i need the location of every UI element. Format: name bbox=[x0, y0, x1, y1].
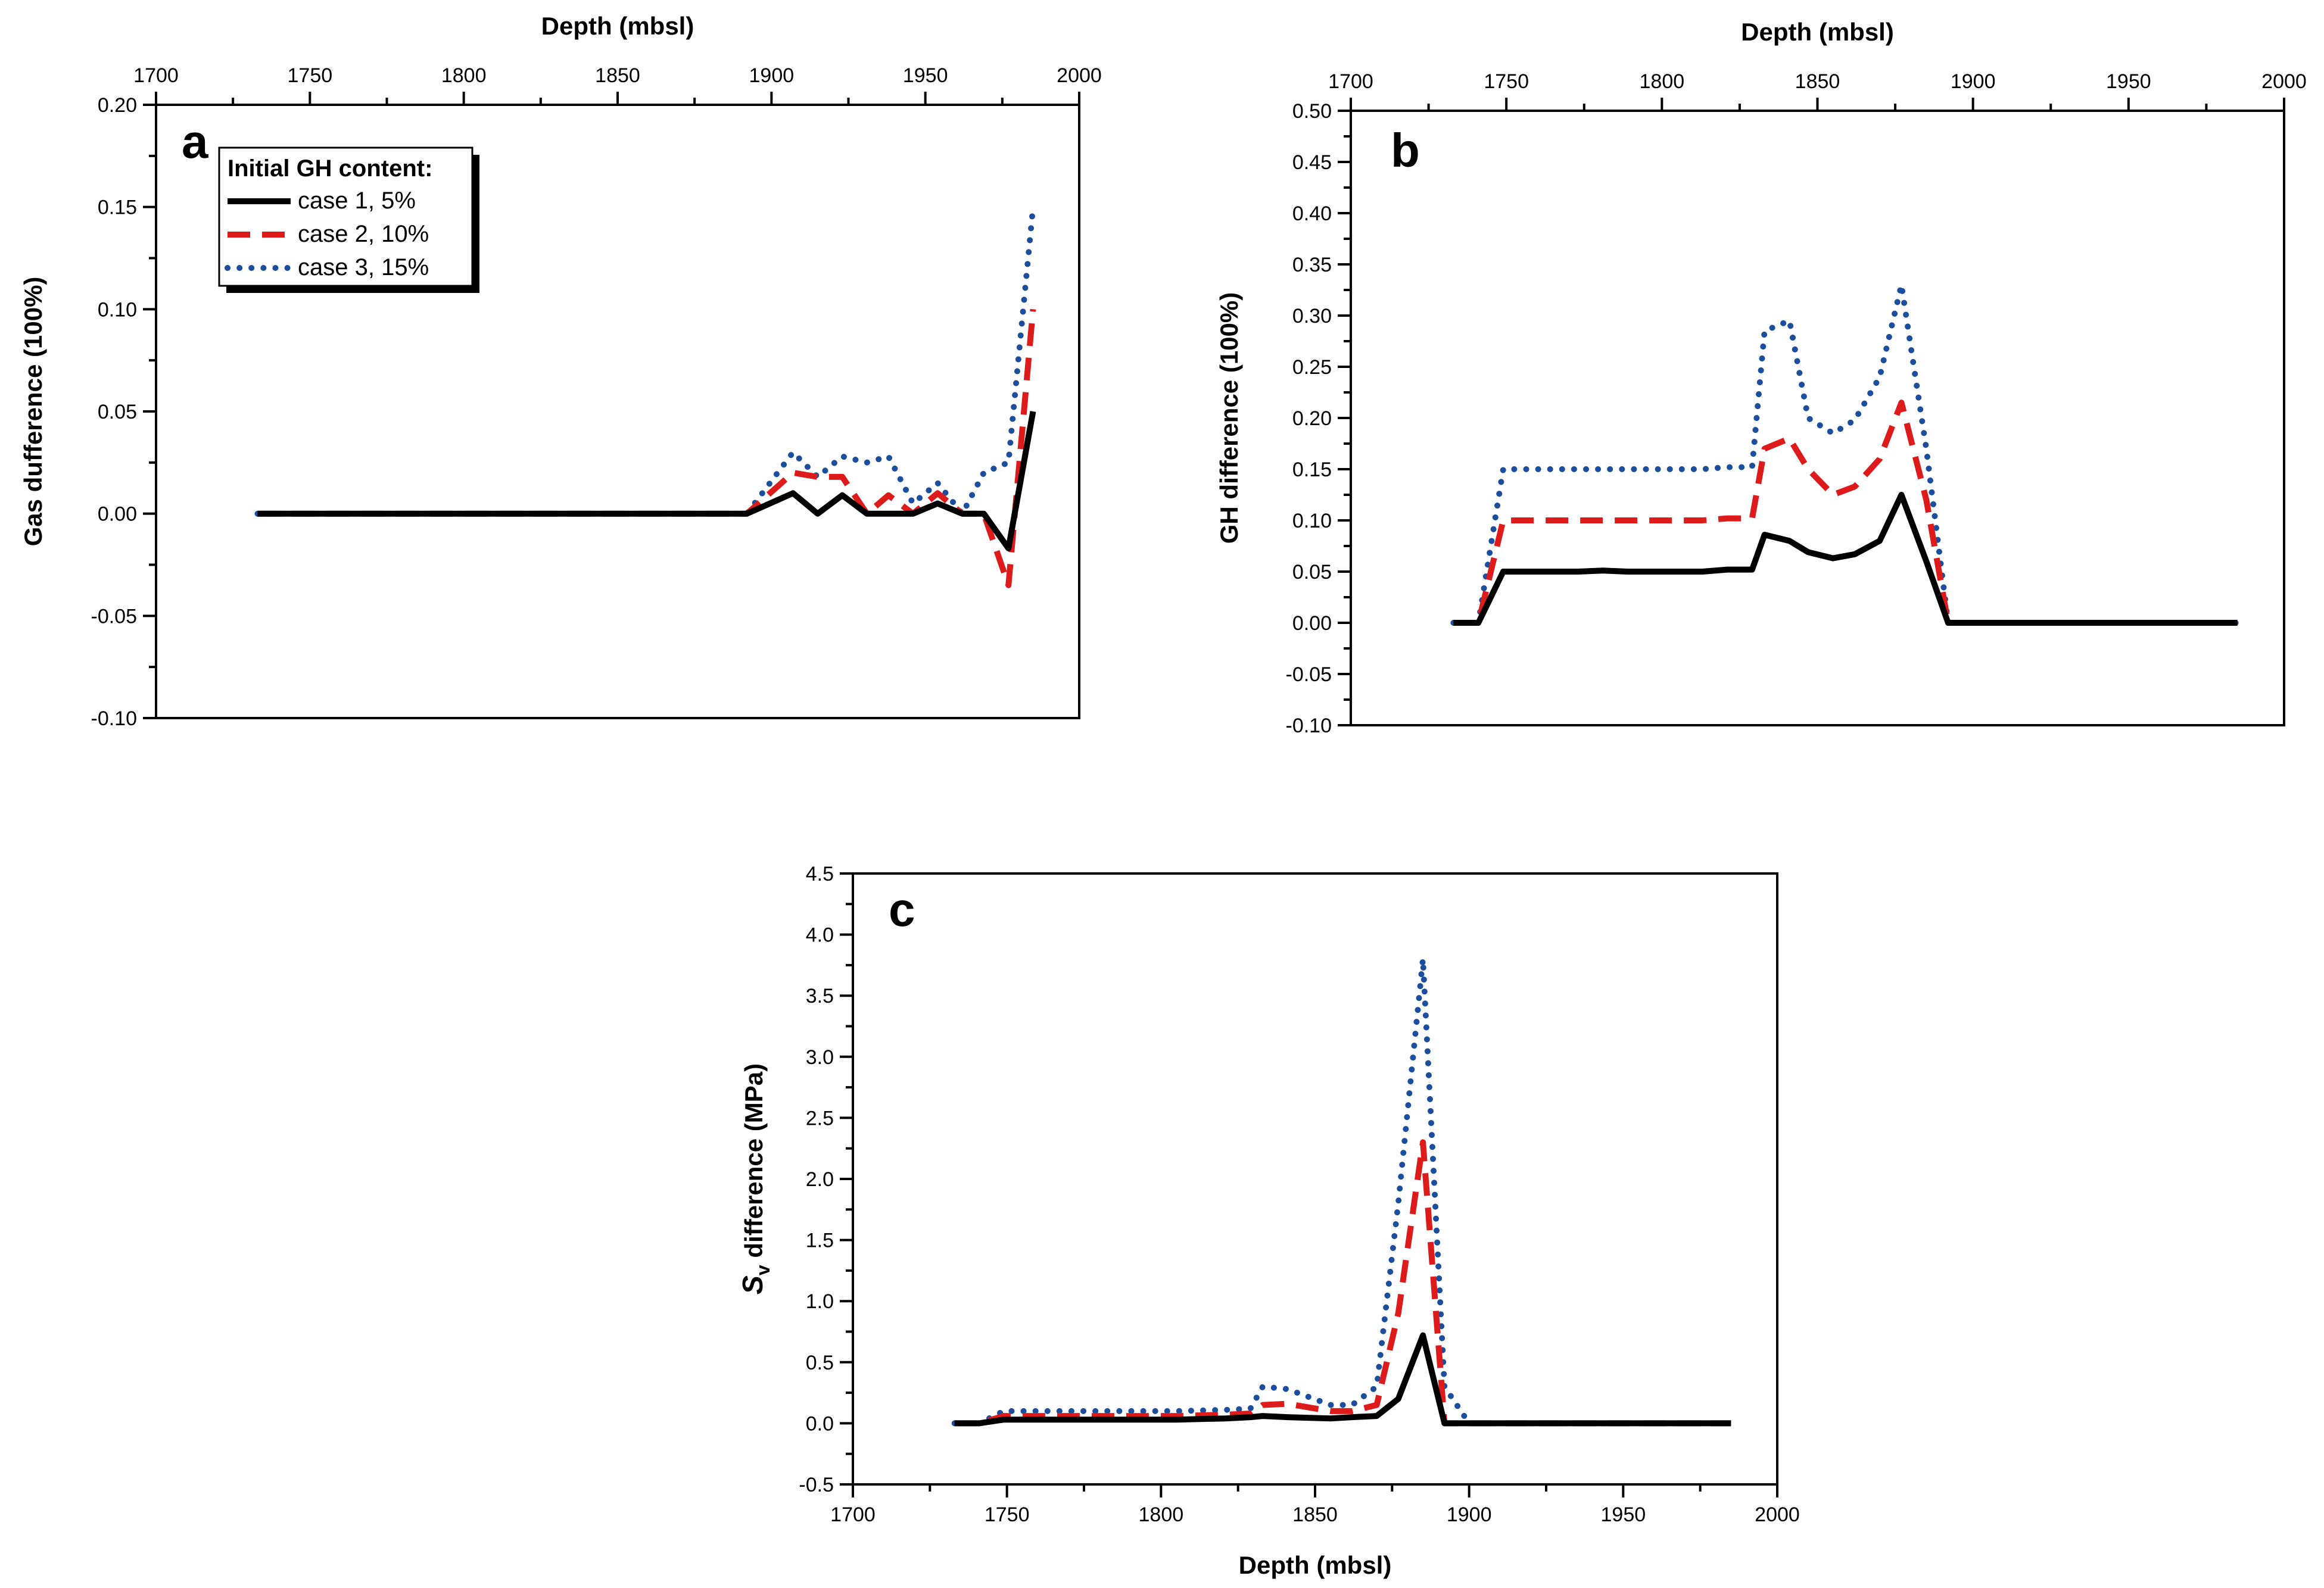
y-tick-label: 0.40 bbox=[1292, 202, 1332, 225]
y-tick-label: 3.5 bbox=[806, 985, 834, 1007]
x-tick-label: 1900 bbox=[749, 64, 795, 87]
y-tick-label: 4.0 bbox=[806, 924, 834, 947]
series-line bbox=[1453, 492, 2238, 626]
series-line bbox=[954, 1332, 1731, 1427]
x-tick-label: 1850 bbox=[1795, 70, 1840, 93]
x-tick-label: 2000 bbox=[1755, 1503, 1800, 1526]
chart-panel-b: 1700 1750 1800 1850 1900 1950 2000 Depth (mbsl)… bbox=[1215, 18, 2307, 737]
y-tick-label: 2.0 bbox=[806, 1168, 834, 1191]
y-tick-label: 0.00 bbox=[98, 503, 137, 526]
series-line bbox=[257, 411, 1036, 551]
x-tick-label: 1850 bbox=[595, 64, 640, 87]
y-tick-label: -0.10 bbox=[1286, 715, 1332, 737]
series-line bbox=[257, 308, 1036, 588]
y-tick-label: 0.15 bbox=[1292, 458, 1332, 481]
y-axis-title: Gas dufference (100%) bbox=[19, 277, 47, 547]
y-tick-label: 0.45 bbox=[1292, 151, 1332, 174]
series-line bbox=[954, 1139, 1731, 1427]
x-tick-label: 1800 bbox=[1640, 70, 1685, 93]
x-tick-label: 1700 bbox=[1328, 70, 1373, 93]
x-tick-label: 1700 bbox=[830, 1503, 876, 1526]
legend: Initial GH content: case 1, 5% case 2, 10%… bbox=[218, 146, 479, 293]
panel-letter: b bbox=[1391, 124, 1420, 177]
plot-frame bbox=[852, 872, 1778, 1486]
x-axis-title: Depth (mbsl) bbox=[541, 12, 694, 40]
plot-frame bbox=[1350, 110, 2285, 726]
legend-label: case 3, 15% bbox=[298, 254, 429, 280]
series-line bbox=[951, 956, 1734, 1427]
y-tick-label: 0.30 bbox=[1292, 305, 1332, 327]
x-tick-label: 1950 bbox=[1601, 1503, 1646, 1526]
y-tick-label: 3.0 bbox=[806, 1046, 834, 1069]
series-line bbox=[1453, 400, 2238, 626]
x-tick-label: 2000 bbox=[1057, 64, 1102, 87]
y-tick-label: -0.10 bbox=[91, 707, 138, 730]
x-tick-label: 1750 bbox=[1484, 70, 1529, 93]
series-line bbox=[1450, 282, 2241, 626]
x-tick-label: 1900 bbox=[1447, 1503, 1492, 1526]
y-tick-label: 2.5 bbox=[806, 1107, 834, 1130]
legend-box bbox=[218, 146, 473, 287]
chart-panel-a: 1700 1750 1800 1850 1900 1950 2000 Depth (mbsl)… bbox=[19, 12, 1102, 730]
y-tick-label: -0.5 bbox=[799, 1474, 834, 1496]
x-tick-label: 1950 bbox=[2106, 70, 2151, 93]
y-tick-label: -0.05 bbox=[1286, 663, 1332, 686]
y-axis-title: GH difference (100%) bbox=[1215, 292, 1243, 544]
y-tick-label: 0.00 bbox=[1292, 612, 1332, 635]
x-tick-label: 1750 bbox=[985, 1503, 1030, 1526]
y-tick-label: 0.05 bbox=[1292, 561, 1332, 584]
x-tick-label: 1850 bbox=[1292, 1503, 1338, 1526]
y-tick-label: 0.05 bbox=[98, 401, 137, 423]
chart-panel-c: 1700 1750 1800 1850 1900 1950 2000 Depth (mbsl)… bbox=[737, 863, 1800, 1579]
panel-letter: a bbox=[182, 115, 208, 168]
y-tick-label: 1.5 bbox=[806, 1230, 834, 1252]
y-tick-label: 0.25 bbox=[1292, 356, 1332, 379]
x-tick-label: 1750 bbox=[288, 64, 333, 87]
y-tick-label: 4.5 bbox=[806, 863, 834, 885]
y-tick-label: -0.05 bbox=[91, 605, 138, 628]
legend-label: case 1, 5% bbox=[298, 188, 416, 214]
x-tick-label: 1900 bbox=[1951, 70, 1996, 93]
x-tick-label: 1800 bbox=[441, 64, 487, 87]
x-tick-label: 1700 bbox=[133, 64, 179, 87]
x-axis-title: Depth (mbsl) bbox=[1239, 1551, 1392, 1579]
y-tick-label: 0.10 bbox=[98, 298, 137, 321]
x-tick-label: 1800 bbox=[1139, 1503, 1184, 1526]
y-tick-label: 0.20 bbox=[1292, 407, 1332, 430]
x-tick-label: 2000 bbox=[2261, 70, 2307, 93]
panel-letter: c bbox=[889, 883, 915, 936]
legend-label: case 2, 10% bbox=[298, 221, 429, 247]
y-tick-label: 0.35 bbox=[1292, 254, 1332, 276]
y-tick-label: 0.10 bbox=[1292, 510, 1332, 532]
series-line bbox=[254, 204, 1036, 517]
y-tick-label: 0.0 bbox=[806, 1412, 834, 1435]
legend-title: Initial GH content: bbox=[228, 155, 432, 182]
y-tick-label: 0.50 bbox=[1292, 100, 1332, 123]
y-axis-title: Sv difference (MPa) bbox=[737, 1063, 774, 1294]
y-tick-label: 1.0 bbox=[806, 1290, 834, 1313]
y-tick-label: 0.20 bbox=[98, 94, 137, 117]
y-tick-label: 0.15 bbox=[98, 196, 137, 219]
x-tick-label: 1950 bbox=[903, 64, 948, 87]
x-axis-title: Depth (mbsl) bbox=[1741, 18, 1894, 46]
y-tick-label: 0.5 bbox=[806, 1352, 834, 1374]
